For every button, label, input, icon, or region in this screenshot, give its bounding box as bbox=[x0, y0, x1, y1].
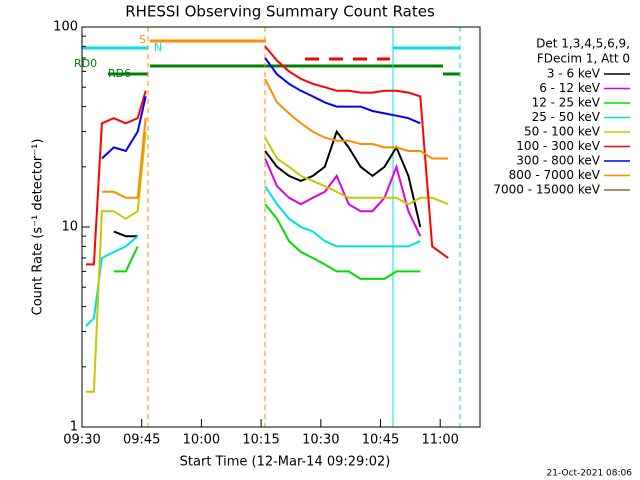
chart-title: RHESSI Observing Summary Count Rates bbox=[125, 3, 435, 21]
footer: 21-Oct-2021 08:06 bbox=[547, 469, 633, 479]
flag-label: RD6 bbox=[108, 67, 131, 80]
flag-label: S bbox=[139, 33, 146, 46]
legend-label: 12 - 25 keV bbox=[532, 96, 601, 110]
y-tick-label: 100 bbox=[53, 20, 78, 35]
x-tick-label: 10:15 bbox=[242, 433, 279, 448]
series-line bbox=[264, 158, 422, 237]
x-tick-label: 10:00 bbox=[183, 433, 220, 448]
legend-title: FDecim 1, Att 0 bbox=[537, 52, 630, 66]
series-line bbox=[101, 57, 421, 160]
legend-title: Det 1,3,4,5,6,9, bbox=[536, 37, 630, 51]
series-line bbox=[86, 45, 449, 266]
series-line bbox=[85, 185, 421, 327]
legend-label: 6 - 12 keV bbox=[539, 81, 601, 95]
x-axis-label: Start Time (12-Mar-14 09:29:02) bbox=[180, 455, 391, 470]
y-tick-label: 10 bbox=[61, 220, 78, 235]
y-tick-label: 1 bbox=[70, 420, 78, 435]
flag-label: RD0 bbox=[74, 57, 97, 70]
legend-label: 300 - 800 keV bbox=[516, 154, 600, 168]
x-tick-label: 09:45 bbox=[123, 433, 160, 448]
x-tick-label: 10:30 bbox=[302, 433, 339, 448]
x-tick-label: 09:30 bbox=[63, 433, 100, 448]
flag-label: N bbox=[154, 41, 162, 54]
legend-label: 25 - 50 keV bbox=[532, 110, 601, 124]
legend-label: 7000 - 15000 keV bbox=[493, 183, 600, 197]
legend-label: 50 - 100 keV bbox=[524, 125, 601, 139]
series-line bbox=[101, 78, 449, 199]
legend-label: 800 - 7000 keV bbox=[509, 168, 601, 182]
x-tick-label: 11:00 bbox=[421, 433, 458, 448]
series-line bbox=[113, 203, 421, 280]
legend-label: 100 - 300 keV bbox=[516, 139, 600, 153]
series-line bbox=[113, 129, 422, 238]
series-line bbox=[86, 131, 449, 393]
legend-label: 3 - 6 keV bbox=[547, 67, 601, 81]
x-tick-label: 10:45 bbox=[362, 433, 399, 448]
y-axis-label: Count Rate (s⁻¹ detector⁻¹) bbox=[31, 139, 46, 316]
